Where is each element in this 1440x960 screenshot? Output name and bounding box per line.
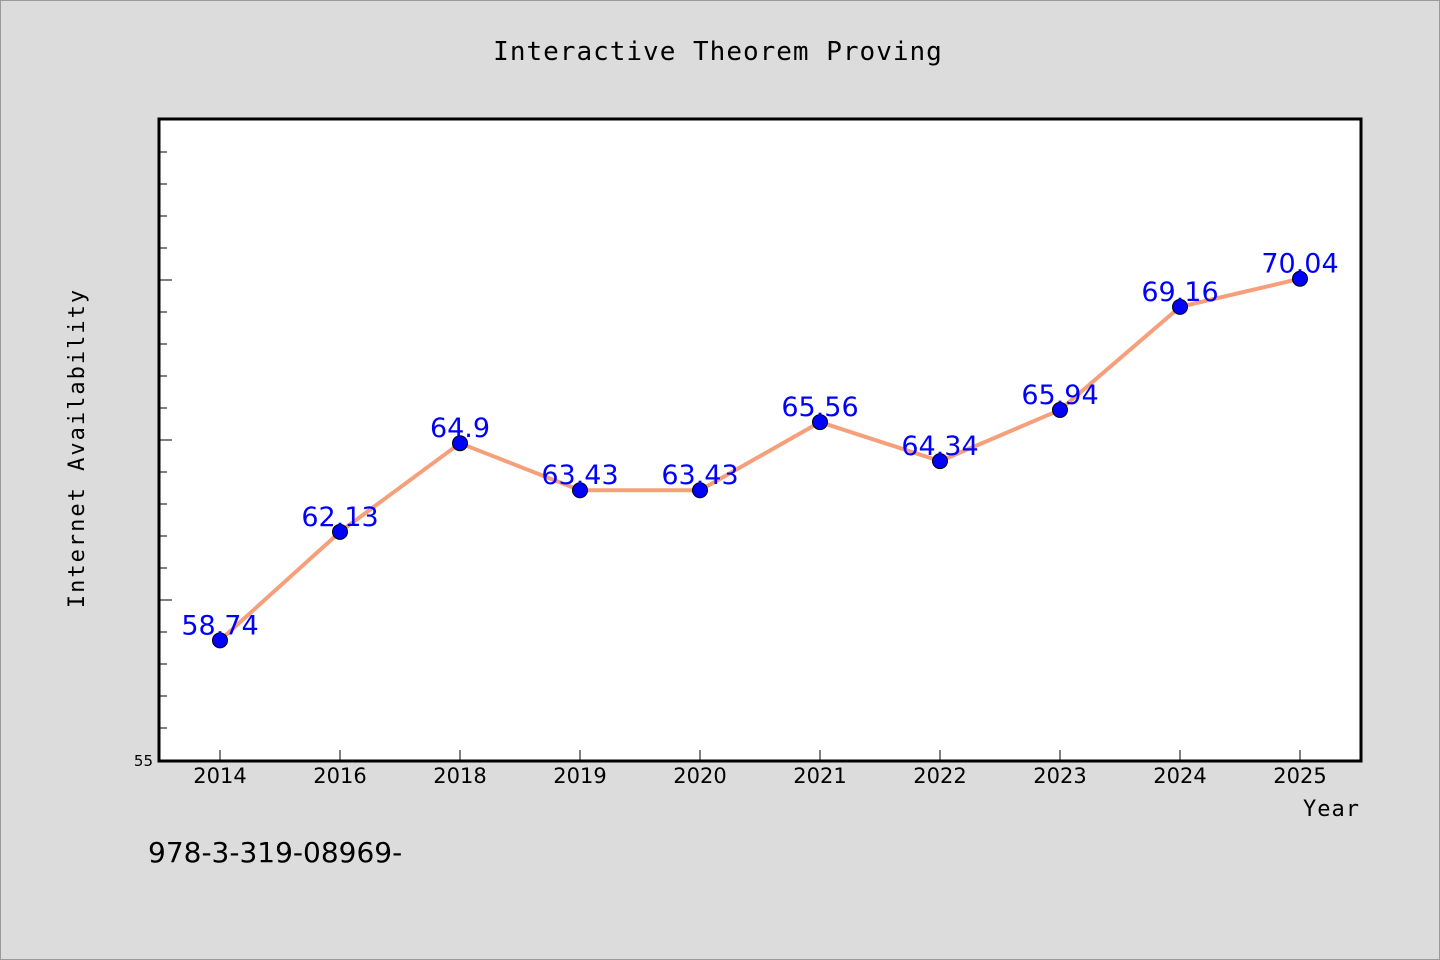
data-label: 69.16 (1141, 277, 1218, 308)
data-label: 63.43 (541, 460, 618, 491)
y-tick-label-min: 55 (134, 752, 153, 770)
data-label: 63.43 (661, 460, 738, 491)
x-tick-label: 2021 (793, 764, 846, 788)
x-tick-label: 2019 (553, 764, 606, 788)
data-point (1172, 298, 1188, 315)
y-axis-label: Internet Availability (65, 288, 90, 608)
chart-title: Interactive Theorem Proving (493, 37, 943, 67)
series-line (218, 276, 1302, 643)
data-point (572, 482, 588, 499)
x-tick-label: 2024 (1153, 764, 1206, 788)
data-point (1292, 270, 1308, 287)
x-tick-label: 2022 (913, 764, 966, 788)
data-point (212, 632, 228, 649)
x-tick-label: 2025 (1273, 764, 1326, 788)
isbn-footer-text: 978-3-319-08969- (148, 836, 402, 869)
data-label-layer: 58.74 62.13 64.9 63.43 63.43 65.56 64.34 65.94 6… (181, 249, 1338, 642)
data-point (812, 414, 828, 431)
x-axis-label: Year (1303, 797, 1360, 822)
data-point (332, 523, 348, 540)
x-tick-label: 2014 (193, 764, 246, 788)
x-tick-label: 2016 (313, 764, 366, 788)
data-label: 58.74 (181, 610, 258, 641)
data-point (692, 482, 708, 499)
data-label: 65.94 (1021, 380, 1098, 411)
data-point (1052, 401, 1068, 418)
data-label: 62.13 (301, 502, 378, 533)
data-label: 70.04 (1261, 249, 1338, 280)
data-label: 65.56 (781, 392, 858, 423)
series-layer (212, 270, 1308, 649)
data-label: 64.34 (901, 431, 978, 462)
x-tick-label: 2018 (433, 764, 486, 788)
x-tick-label: 2023 (1033, 764, 1086, 788)
x-ticks: 2014 2016 2018 2019 2020 2021 2022 2023 2024 2025 (193, 750, 1327, 788)
data-label: 64.9 (430, 413, 490, 444)
data-point (452, 435, 468, 452)
x-tick-label: 2020 (673, 764, 726, 788)
data-point (932, 453, 948, 470)
y-ticks (160, 151, 172, 729)
plot-area (157, 117, 1363, 763)
